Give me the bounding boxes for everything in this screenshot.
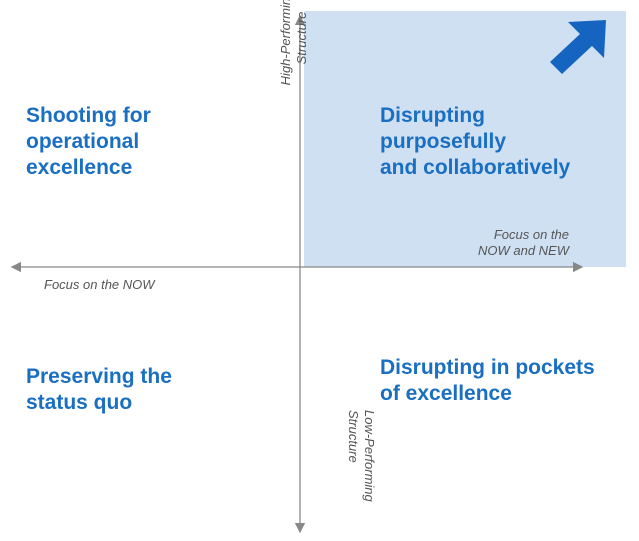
y-axis-bottom-label: Low-Performing Structure [345, 410, 377, 520]
y-top-line-2: Structure [294, 11, 309, 65]
quadrant-top-right-label: Disrupting purposefully and collaborativel… [380, 103, 570, 181]
y-axis-top-label: High-Performing Structure [278, 0, 310, 98]
x-axis-right-label: Focus on the NOW and NEW [449, 227, 569, 259]
x-axis-left-label: Focus on the NOW [44, 277, 155, 292]
quadrant-bottom-right-line-2: of excellence [380, 382, 512, 405]
quadrant-top-left-label: Shooting for operational excellence [26, 103, 151, 181]
y-top-line-1: High-Performing [278, 0, 293, 86]
x-right-line-2: NOW and NEW [477, 243, 569, 258]
quadrant-top-left-line-2: operational [26, 130, 140, 153]
quadrant-bottom-left-line-2: status quo [26, 391, 133, 414]
quadrant-bottom-left-line-1: Preserving the [26, 365, 172, 388]
quadrant-bottom-right-line-1: Disrupting in pockets [380, 356, 595, 379]
y-bottom-line-1: Low-Performing [362, 410, 377, 502]
quadrant-top-right-line-1: Disrupting [380, 104, 485, 127]
quadrant-top-left-line-1: Shooting for [26, 104, 151, 127]
arrow-up-right-icon [550, 20, 606, 74]
quadrant-top-right-line-2: purposefully [380, 130, 507, 153]
quadrant-top-right-line-3: and collaboratively [380, 156, 571, 179]
quadrant-top-left-line-3: excellence [26, 156, 133, 179]
quadrant-bottom-right-label: Disrupting in pockets of excellence [380, 355, 595, 407]
x-right-line-1: Focus on the [493, 227, 569, 242]
y-bottom-line-2: Structure [346, 410, 361, 463]
quadrant-bottom-left-label: Preserving the status quo [26, 364, 172, 416]
